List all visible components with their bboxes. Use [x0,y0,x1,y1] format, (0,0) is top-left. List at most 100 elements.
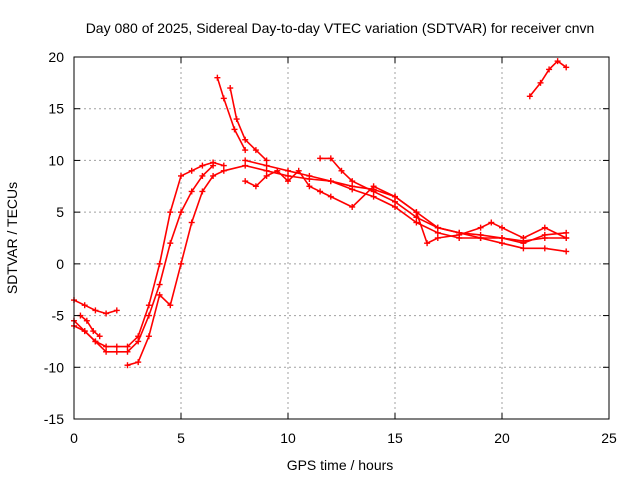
data-point [370,188,377,195]
data-point [242,147,249,154]
data-point [210,162,217,169]
data-point [92,338,99,345]
data-point [488,219,495,226]
data-point [424,240,431,247]
data-point [520,235,527,241]
data-point [156,260,163,267]
data-point [541,231,548,238]
x-tick-label: 5 [177,430,185,446]
data-point [434,229,441,236]
data-point [113,307,120,314]
data-point [392,193,398,200]
data-point [541,224,548,231]
data-point [477,231,484,238]
data-point [349,203,356,210]
data-point [370,183,377,190]
data-point [327,178,334,185]
series-track-8 [320,157,567,245]
data-point [81,328,88,335]
data-point [167,240,174,247]
data-point [499,235,505,241]
series-track-4 [79,314,101,337]
data-point [156,281,163,288]
data-point [210,172,217,179]
data-point [231,126,238,133]
data-point [242,136,249,143]
data-point [285,178,291,185]
x-tick-label: 0 [70,430,78,446]
data-point [499,224,505,231]
data-point [113,348,120,355]
data-point [178,172,184,179]
data-point [242,178,249,185]
data-point [233,116,240,123]
data-point [520,240,527,247]
y-axis-label: SDTVAR / TECUs [4,182,20,294]
data-point [537,79,544,86]
data-point [306,172,313,179]
tick-layer: 0 5 10 15 20 25 -15 -10 -5 0 5 10 15 20 [44,49,617,446]
x-tick-label: 20 [494,430,510,446]
data-point [214,74,221,81]
data-point [306,183,313,190]
y-tick-label: 0 [56,256,64,272]
data-point [263,157,270,164]
data-point [135,359,142,366]
grid-layer [74,57,609,419]
series-track-9 [216,77,246,151]
series-track-7 [244,169,567,245]
data-point [145,312,152,319]
data-point [242,157,249,164]
data-point [188,167,195,174]
y-tick-label: -5 [52,308,65,324]
x-tick-label: 15 [387,430,403,446]
data-point [145,302,152,309]
y-tick-label: -15 [44,411,64,427]
data-point [178,209,184,216]
x-axis-label: GPS time / hours [287,457,394,473]
data-point [81,302,88,309]
y-tick-label: 20 [48,49,64,65]
data-point [526,93,533,100]
data-point [349,186,356,193]
y-tick-label: 15 [48,101,64,117]
data-point [317,155,324,162]
data-point [554,58,561,65]
data-point [124,348,131,355]
data-point [263,172,270,179]
data-point [327,155,334,162]
data-point [199,172,206,179]
series-track-2 [73,161,225,348]
data-point [103,310,110,317]
data-point [392,198,398,205]
data-point [188,219,195,226]
data-point [541,245,548,252]
data-point [434,235,441,241]
y-tick-label: -10 [44,359,64,375]
data-point [220,95,227,102]
data-point [295,167,302,174]
data-point [227,85,234,92]
data-point [413,214,420,221]
chart-title: Day 080 of 2025, Sidereal Day-to-day VTE… [86,20,595,36]
data-point [103,343,110,350]
data-point [563,248,570,255]
data-point [563,229,570,236]
data-point [370,193,377,200]
data-point [113,343,120,350]
data-point [338,167,345,174]
data-point [285,167,291,174]
data-point [413,209,420,216]
data-point [392,203,398,210]
data-point [178,260,184,267]
data-point [317,188,324,195]
data-point [520,245,527,252]
x-tick-label: 10 [280,430,296,446]
series-track-5 [127,164,567,366]
data-point [434,224,441,231]
data-point [188,188,195,195]
data-point [456,229,463,236]
y-tick-label: 10 [48,152,64,168]
series-track-10 [229,87,268,161]
